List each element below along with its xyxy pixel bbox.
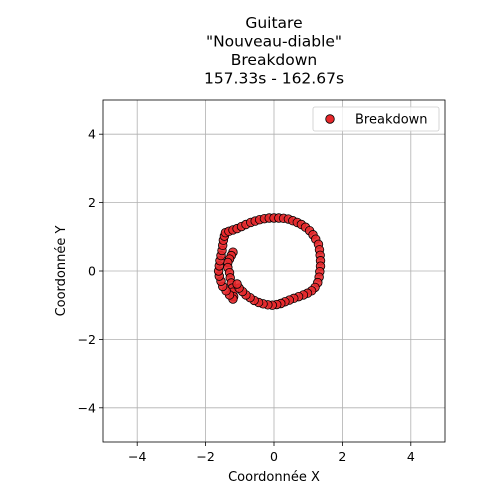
x-tick-label: 0 <box>270 449 278 464</box>
scatter-point <box>232 279 242 289</box>
x-tick-label: −4 <box>128 449 146 464</box>
axis-ticks: −4 −2 0 2 4 −4 −2 0 2 4 <box>78 127 415 464</box>
legend: Breakdown <box>312 106 440 132</box>
title-line-1: Guitare <box>245 14 302 32</box>
chart-title: Guitare"Nouveau-diable"Breakdown157.33s … <box>204 14 344 88</box>
title-line-2: "Nouveau-diable" <box>206 33 342 51</box>
y-tick-label: 4 <box>88 127 96 142</box>
y-axis-label: Coordonnée Y <box>54 226 69 317</box>
y-tick-label: −4 <box>78 400 96 415</box>
legend-box <box>312 106 440 132</box>
title-line-3: Breakdown <box>231 51 318 69</box>
data-points <box>213 213 326 310</box>
title-line-4: 157.33s - 162.67s <box>204 70 344 88</box>
legend-label-breakdown: Breakdown <box>355 113 428 128</box>
x-tick-label: 2 <box>338 449 346 464</box>
y-tick-label: 2 <box>88 195 96 210</box>
legend-marker-breakdown <box>325 114 335 124</box>
x-tick-label: 4 <box>407 449 415 464</box>
y-tick-label: −2 <box>78 332 96 347</box>
y-tick-label: 0 <box>88 264 96 279</box>
grid <box>103 100 445 442</box>
x-tick-label: −2 <box>196 449 214 464</box>
x-axis-label: Coordonnée X <box>228 470 320 485</box>
